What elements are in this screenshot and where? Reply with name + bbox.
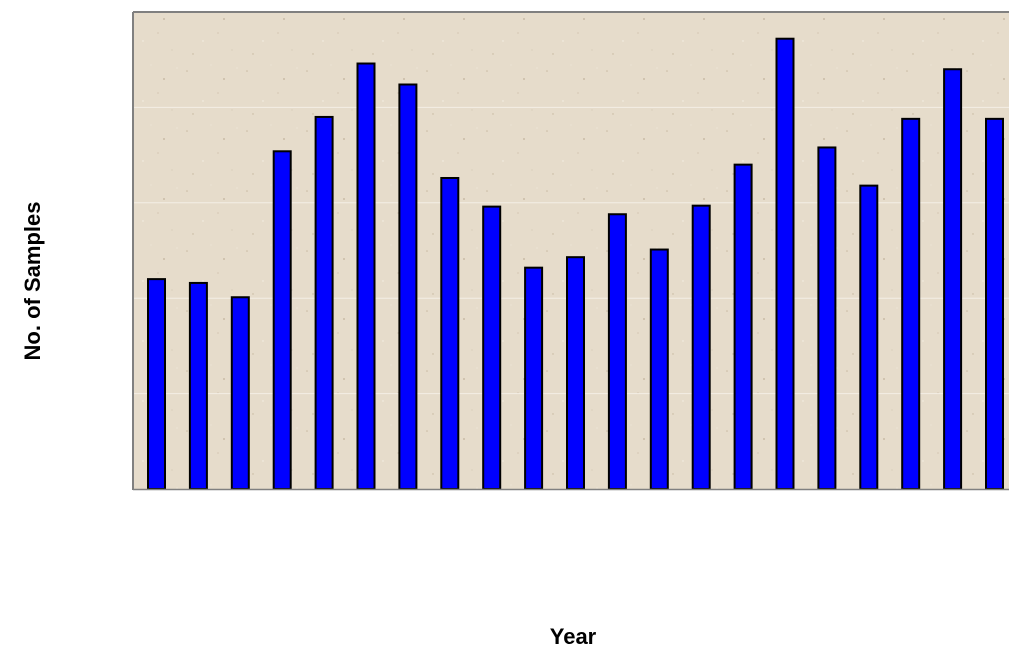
bar — [147, 278, 166, 490]
bar — [607, 213, 627, 491]
bar — [440, 176, 460, 490]
bar — [188, 281, 208, 490]
y-axis-title: No. of Samples — [20, 202, 45, 361]
bar — [691, 204, 711, 491]
bar — [775, 37, 795, 490]
bar — [272, 150, 292, 490]
bar — [733, 163, 753, 490]
bar — [524, 266, 544, 490]
bar — [985, 117, 1004, 491]
bar — [356, 62, 376, 491]
bars — [147, 37, 1004, 491]
x-axis-title: Year — [550, 624, 597, 649]
bar — [817, 146, 837, 491]
bar — [943, 68, 963, 491]
bar — [482, 205, 502, 490]
bar — [649, 248, 669, 490]
bar — [859, 184, 879, 491]
bar — [901, 117, 921, 491]
bar — [566, 256, 585, 491]
bar — [398, 83, 418, 490]
plot-area — [132, 11, 1009, 491]
bar — [230, 296, 250, 490]
bar — [314, 115, 334, 490]
